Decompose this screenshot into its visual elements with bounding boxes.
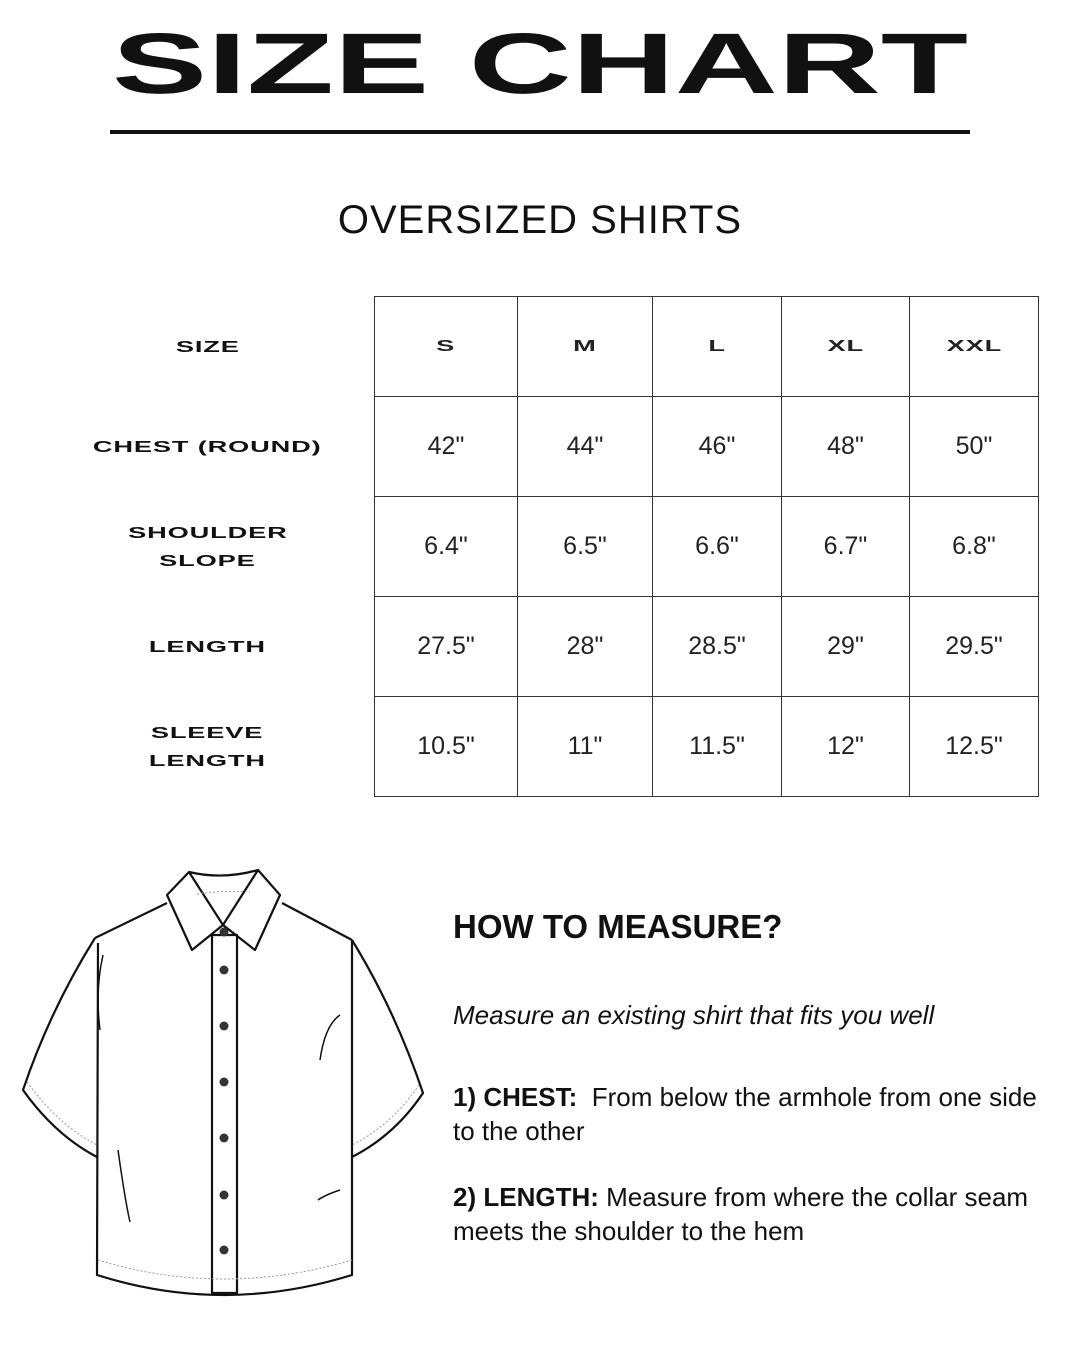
table-cell: 44" — [517, 396, 653, 497]
size-table: S M L XL XXL 42" 44" 46" 48" 50" 6.4" 6.5" 6.6… — [374, 296, 1039, 797]
collar-stand — [196, 890, 251, 895]
label-text: LENGTH — [149, 639, 266, 656]
title-svg: SIZE CHART — [112, 16, 968, 110]
size-header: M — [517, 296, 653, 397]
table-cell: 6.6" — [652, 496, 782, 597]
table-cell: 11.5" — [652, 696, 782, 797]
subtitle: OVERSIZED SHIRTS — [337, 198, 743, 242]
size-header: S — [374, 296, 518, 397]
right-sleeve — [351, 939, 425, 1158]
table-cell: 48" — [781, 396, 910, 497]
table-cell: 10.5" — [374, 696, 518, 797]
table-cell: 27.5" — [374, 596, 518, 697]
size-header: L — [652, 296, 782, 397]
row-label-sleeve: SLEEVE LENGTH — [40, 698, 375, 798]
title-divider — [110, 130, 970, 134]
how-to-intro: Measure an existing shirt that fits you … — [453, 1000, 935, 1030]
label-text: CHEST (ROUND) — [93, 439, 322, 456]
fold-lines — [97, 954, 341, 1223]
step-length: 2) LENGTH: Measure from where the collar… — [453, 1180, 1063, 1248]
label-text: SIZE — [175, 339, 240, 356]
label-text: SLOPE — [159, 553, 256, 570]
table-cell: 6.7" — [781, 496, 910, 597]
buttons — [219, 927, 229, 1255]
label-text: LENGTH — [149, 753, 266, 770]
left-sleeve — [21, 937, 98, 1158]
table-row: 27.5" 28" 28.5" 29" 29.5" — [374, 596, 1039, 697]
row-label-length: LENGTH — [40, 598, 375, 698]
table-cell: 28.5" — [652, 596, 782, 697]
table-row: 42" 44" 46" 48" 50" — [374, 396, 1039, 497]
row-label-shoulder: SHOULDER SLOPE — [40, 498, 375, 598]
table-cell: 42" — [374, 396, 518, 497]
table-cell: 6.8" — [909, 496, 1039, 597]
collar — [165, 868, 282, 952]
label-text: SHOULDER — [127, 525, 288, 542]
how-to-heading: HOW TO MEASURE? — [453, 908, 783, 945]
table-cell: 6.4" — [374, 496, 518, 597]
size-header: XL — [781, 296, 910, 397]
step-label: 2) LENGTH: — [453, 1182, 599, 1212]
table-row: 10.5" 11" 11.5" 12" 12.5" — [374, 696, 1039, 797]
table-cell: 46" — [652, 396, 782, 497]
table-header-row: S M L XL XXL — [374, 296, 1039, 397]
table-cell: 11" — [517, 696, 653, 797]
step-chest: 1) CHEST: From below the armhole from on… — [453, 1080, 1053, 1148]
row-label-chest: CHEST (ROUND) — [40, 398, 375, 498]
table-cell: 29.5" — [909, 596, 1039, 697]
step-label: 1) CHEST: — [453, 1082, 578, 1112]
label-text: SLEEVE — [151, 725, 264, 742]
shirt-illustration — [21, 868, 425, 1297]
shoulders — [94, 902, 353, 941]
sleeve-stitch — [26, 1081, 420, 1146]
placket — [210, 933, 239, 1295]
table-cell: 50" — [909, 396, 1039, 497]
table-cell: 12" — [781, 696, 910, 797]
step-text: Measure from where the collar seam meets… — [453, 1182, 1036, 1246]
table-cell: 28" — [517, 596, 653, 697]
size-header: XXL — [909, 296, 1039, 397]
table-cell: 6.5" — [517, 496, 653, 597]
step-text: From below the armhole from one side to … — [453, 1082, 1045, 1146]
table-cell: 12.5" — [909, 696, 1039, 797]
page-title: SIZE CHART — [112, 16, 968, 110]
hem-stitch — [97, 1259, 353, 1280]
table-row: 6.4" 6.5" 6.6" 6.7" 6.8" — [374, 496, 1039, 597]
table-cell: 29" — [781, 596, 910, 697]
row-label-size: SIZE — [40, 298, 375, 398]
